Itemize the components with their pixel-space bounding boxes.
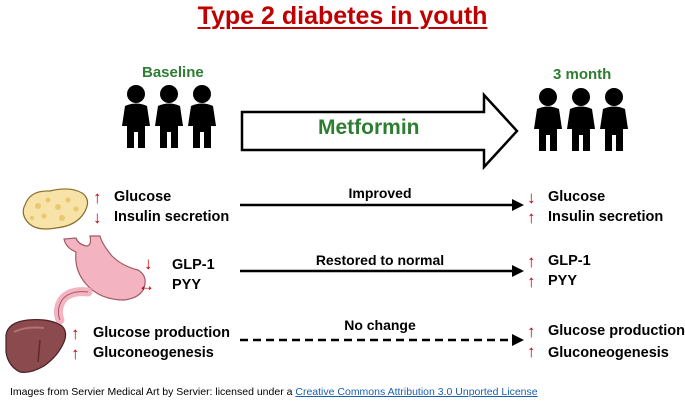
row-1-after-label-2: Insulin secretion bbox=[548, 209, 664, 225]
arrow-restored bbox=[240, 265, 524, 277]
treatment-arrow bbox=[240, 91, 519, 171]
footer-text: Images from Servier Medical Art by Servi… bbox=[10, 386, 296, 398]
footer-credit: Images from Servier Medical Art by Servi… bbox=[10, 386, 538, 398]
row-2-arrow-label: Restored to normal bbox=[315, 252, 445, 268]
row-1-baseline-label-1: Glucose bbox=[114, 189, 172, 205]
row-2-baseline-label-2: PYY bbox=[172, 277, 202, 293]
row-1-after-label-1: Glucose bbox=[548, 189, 606, 205]
row-3-baseline-label-1: Glucose production bbox=[93, 325, 230, 341]
endpoint-people-icon bbox=[534, 88, 628, 151]
indicator-down-icon: ↓ bbox=[144, 254, 153, 273]
stomach-icon bbox=[53, 235, 146, 325]
page-title: Type 2 diabetes in youth bbox=[197, 2, 488, 30]
indicator-up-icon: ↑ bbox=[527, 272, 536, 291]
indicator-up-icon: ↑ bbox=[527, 342, 536, 361]
indicator-up-icon: ↑ bbox=[71, 344, 80, 363]
row-2-after-label-2: PYY bbox=[548, 273, 578, 289]
indicator-up-icon: ↑ bbox=[527, 208, 536, 227]
baseline-label: Baseline bbox=[142, 64, 204, 81]
liver-icon bbox=[5, 319, 67, 373]
row-1-baseline-label-2: Insulin secretion bbox=[114, 209, 230, 225]
row-3-baseline-label-2: Gluconeogenesis bbox=[93, 345, 214, 361]
row-3-arrow-label: No change bbox=[344, 317, 416, 333]
indicator-down-icon: ↓ bbox=[93, 208, 102, 227]
row-1-arrow-label: Improved bbox=[348, 185, 412, 201]
indicator-up-icon: ↑ bbox=[527, 252, 536, 271]
indicator-up-icon: ↑ bbox=[527, 322, 536, 341]
endpoint-label: 3 month bbox=[553, 66, 612, 83]
arrow-improved bbox=[240, 199, 524, 211]
indicator-both-icon: ↔ bbox=[138, 276, 155, 295]
treatment-label: Metformin bbox=[318, 116, 420, 139]
indicator-down-icon: ↓ bbox=[527, 188, 536, 207]
row-2-after-label-1: GLP-1 bbox=[548, 253, 591, 269]
indicator-up-icon: ↑ bbox=[93, 188, 102, 207]
license-link[interactable]: Creative Commons Attribution 3.0 Unporte… bbox=[295, 386, 538, 398]
arrow-no-change bbox=[240, 334, 524, 346]
pancreas-icon bbox=[22, 188, 89, 230]
indicator-up-icon: ↑ bbox=[71, 324, 80, 343]
row-3-after-label-2: Gluconeogenesis bbox=[548, 345, 669, 361]
row-3-after-label-1: Glucose production bbox=[548, 323, 685, 339]
row-2-baseline-label-1: GLP-1 bbox=[172, 257, 215, 273]
baseline-people-icon bbox=[122, 85, 216, 148]
